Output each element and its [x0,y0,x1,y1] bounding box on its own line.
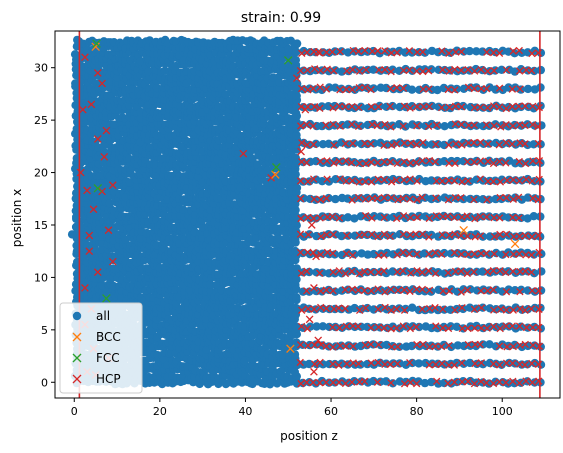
y-tick-label: 25 [34,114,48,127]
point-hcp [305,315,314,324]
point-all [113,73,122,82]
point-all [291,55,300,65]
point-all [330,378,340,387]
y-tick-label: 0 [41,376,48,389]
point-all [459,324,468,333]
point-all [78,102,88,112]
point-all [478,303,487,312]
point-bcc [510,239,520,249]
point-all [292,47,301,56]
point-hcp [310,367,318,376]
point-all [407,85,417,94]
y-tick-label: 10 [34,271,48,284]
x-axis-label: position z [280,429,338,443]
x-axis-ticks: 0 20 40 60 80 100 [71,398,513,418]
x-tick-label: 80 [410,405,424,418]
y-tick-label: 5 [41,324,48,337]
x-tick-label: 60 [324,405,338,418]
legend: all BCC FCC HCP [59,302,143,394]
y-axis-label: position x [10,189,24,247]
y-tick-label: 30 [34,62,48,75]
point-all [349,139,359,148]
point-all [140,256,149,265]
point-all [440,140,449,150]
point-all [292,39,302,48]
y-tick-label: 15 [34,219,48,232]
point-all [536,65,545,75]
y-tick-label: 20 [34,167,48,180]
point-all [427,65,436,74]
x-tick-label: 20 [153,405,167,418]
point-all [523,286,533,295]
point-all [290,350,300,359]
point-all [109,281,118,291]
x-tick-label: 100 [492,405,513,418]
point-all [292,293,301,302]
y-axis-ticks: 0 5 10 15 20 25 30 [34,62,55,389]
point-all [67,230,77,239]
point-all [537,267,546,276]
chart-title: strain: 0.99 [241,10,321,26]
point-all [478,249,487,258]
legend-label: HCP [96,372,121,386]
legend-marker [72,311,82,321]
legend-label: FCC [96,351,120,365]
x-tick-label: 40 [238,405,252,418]
point-all [136,56,145,66]
point-hcp [307,221,316,229]
x-tick-label: 0 [71,405,78,418]
legend-label: BCC [96,330,121,344]
point-all [136,234,145,243]
legend-label: all [96,309,110,323]
